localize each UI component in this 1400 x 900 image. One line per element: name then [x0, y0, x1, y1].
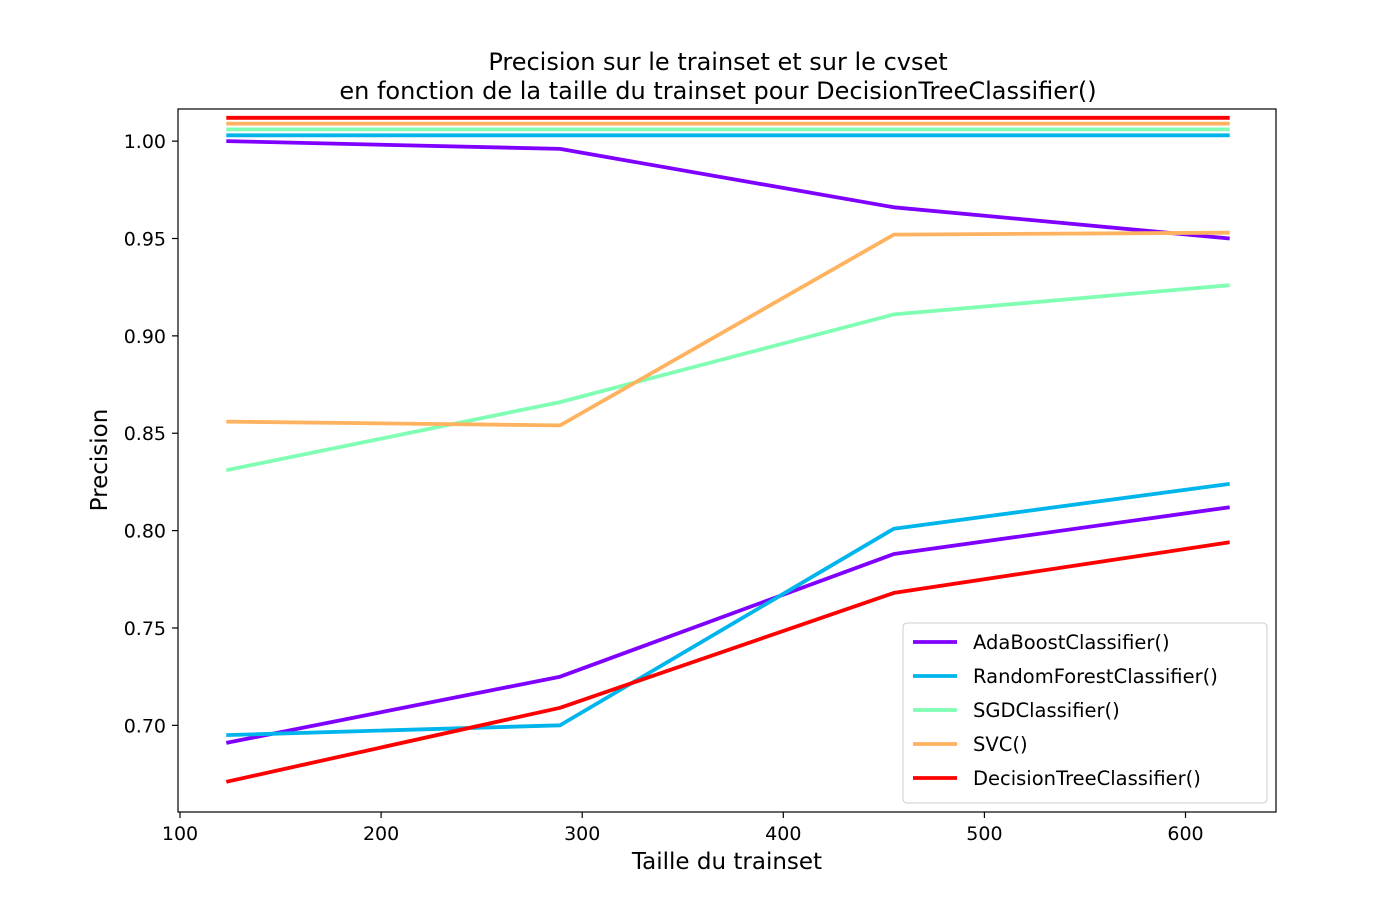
- x-axis-label: Taille du trainset: [631, 849, 822, 875]
- y-tick-label: 0.70: [124, 715, 166, 737]
- y-axis: 0.70 0.75 0.80 0.85 0.90 0.95 1.00: [124, 131, 178, 737]
- series-decisiontreeclassifier-cv-line: [225, 540, 1230, 784]
- series-svc-cv-line: [226, 230, 1230, 428]
- chart-title-line1: Precision sur le trainset et sur le cvse…: [488, 48, 947, 76]
- series-randomforestclassifier-cv-line: [226, 482, 1230, 737]
- plot-frame: [177, 108, 1277, 813]
- x-tick-label: 300: [564, 823, 600, 845]
- x-tick-label: 100: [162, 823, 198, 845]
- y-tick-label: 1.00: [124, 131, 166, 153]
- y-tick-label: 0.85: [124, 423, 166, 445]
- legend-box: [902, 622, 1268, 804]
- y-tick-label: 0.75: [124, 618, 166, 640]
- y-tick-label: 0.90: [124, 326, 166, 348]
- series-adaboostclassifier-cv-line: [225, 505, 1230, 745]
- series-layer: [225, 115, 1230, 784]
- y-tick-label: 0.95: [124, 229, 166, 251]
- chart-title-line2: en fonction de la taille du trainset pou…: [339, 77, 1096, 105]
- legend-items: AdaBoostClassifier() RandomForestClassifi…: [913, 631, 1218, 790]
- x-tick-label: 400: [765, 823, 801, 845]
- legend-label: DecisionTreeClassifier(): [973, 767, 1201, 790]
- x-axis: 100 200 300 400 500 600: [162, 812, 1204, 845]
- legend-label: AdaBoostClassifier(): [973, 631, 1170, 654]
- x-tick-label: 600: [1167, 823, 1203, 845]
- y-axis-label: Precision: [87, 409, 113, 512]
- legend: AdaBoostClassifier() RandomForestClassifi…: [902, 622, 1268, 804]
- legend-label: SVC(): [973, 733, 1028, 756]
- x-tick-label: 500: [966, 823, 1002, 845]
- legend-label: SGDClassifier(): [973, 699, 1120, 722]
- y-tick-label: 0.80: [124, 521, 166, 543]
- series-adaboostclassifier-train-line: [226, 139, 1230, 241]
- legend-label: RandomForestClassifier(): [973, 665, 1218, 688]
- x-tick-label: 200: [363, 823, 399, 845]
- series-sgdclassifier-cv-line: [225, 283, 1230, 473]
